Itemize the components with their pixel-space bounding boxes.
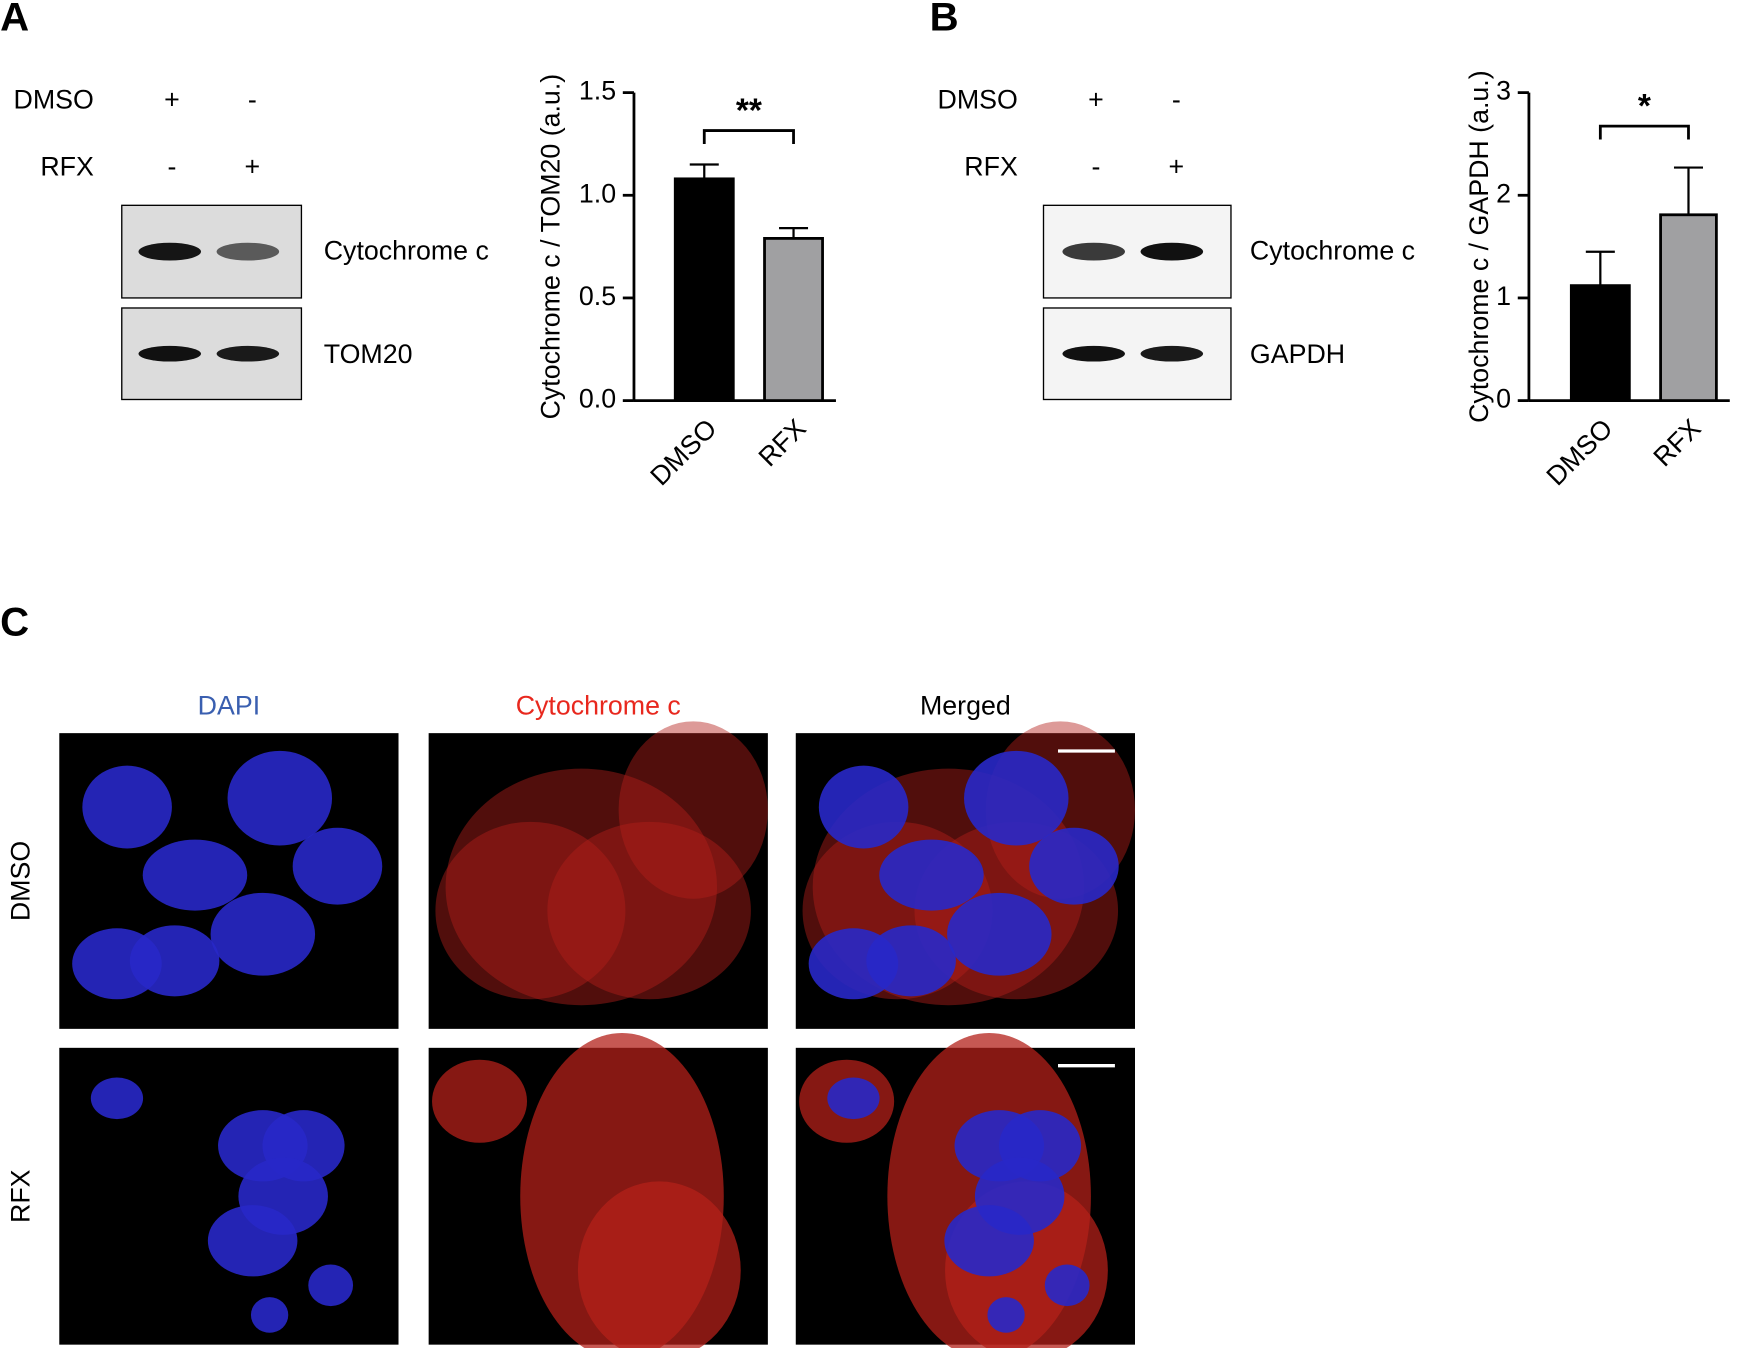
band-label: Cytochrome c (324, 235, 489, 265)
y-axis-label: Cytochrome c / GAPDH (a.u.) (1464, 70, 1494, 423)
nucleus (250, 1297, 289, 1333)
blot-band (138, 345, 201, 362)
blot-band (1140, 345, 1204, 362)
y-tick-label: 1 (1496, 281, 1511, 311)
micrograph (428, 733, 768, 1029)
y-tick-label: 3 (1496, 76, 1511, 106)
treatment-label: DMSO (14, 85, 94, 115)
y-tick-label: 0.0 (579, 384, 616, 414)
column-label: Merged (920, 691, 1011, 721)
y-tick-label: 1.5 (579, 76, 616, 106)
significance-bracket (702, 129, 795, 144)
nucleus (987, 1297, 1025, 1333)
treatment-mark: + (164, 85, 180, 115)
x-tick-label: RFX (753, 413, 812, 472)
y-tick-label: 0.5 (579, 281, 616, 311)
nucleus (964, 750, 1069, 846)
band-label: GAPDH (1250, 339, 1345, 369)
panel-letter: A (0, 0, 29, 40)
blot-band (138, 242, 201, 261)
cytochrome-signal (618, 721, 768, 899)
cytochrome-signal (432, 1059, 528, 1143)
nucleus (82, 765, 172, 849)
nucleus (1044, 1264, 1090, 1307)
nucleus (292, 827, 383, 905)
blot-band (1062, 345, 1125, 362)
nucleus (818, 765, 909, 849)
blot-band (216, 242, 280, 261)
blot-band (216, 345, 280, 362)
x-tick-label: RFX (1648, 413, 1707, 472)
y-tick-label: 0 (1496, 384, 1511, 414)
treatment-mark: - (1172, 85, 1181, 115)
band-label: Cytochrome c (1250, 235, 1415, 265)
nucleus (210, 892, 316, 976)
nucleus (866, 925, 956, 997)
treatment-label: RFX (40, 152, 94, 182)
band-label: TOM20 (324, 339, 413, 369)
treatment-mark: + (1088, 85, 1104, 115)
treatment-mark: + (1168, 152, 1184, 182)
row-label: RFX (6, 1169, 36, 1223)
x-tick-label: DMSO (644, 413, 722, 491)
significance-bracket (1598, 124, 1690, 140)
nucleus (947, 892, 1052, 976)
treatment-mark: - (1091, 152, 1100, 182)
y-axis-label: Cytochrome c / TOM20 (a.u.) (536, 74, 566, 420)
significance-label: ** (736, 93, 762, 130)
nucleus (207, 1205, 298, 1277)
bar (763, 237, 824, 403)
x-tick-label: DMSO (1541, 413, 1619, 491)
panel-letter: C (0, 600, 29, 645)
panel-letter: B (930, 0, 959, 40)
nucleus (227, 750, 333, 846)
treatment-mark: - (248, 85, 257, 115)
nucleus (129, 925, 220, 997)
cytochrome-signal (577, 1181, 741, 1348)
nucleus (308, 1264, 354, 1307)
nucleus (827, 1077, 880, 1120)
nucleus (142, 839, 248, 911)
treatment-mark: + (245, 152, 261, 182)
treatment-label: RFX (964, 152, 1018, 182)
cytochrome-signal (435, 821, 626, 1000)
bar (1659, 213, 1718, 403)
blot-band (1140, 242, 1204, 261)
cytochrome-signal (445, 768, 717, 1006)
row-label: DMSO (6, 841, 36, 921)
blot-band (1062, 242, 1125, 261)
column-label: Cytochrome c (516, 691, 681, 721)
bar (1569, 284, 1631, 403)
treatment-mark: - (168, 152, 177, 182)
nucleus (944, 1205, 1034, 1277)
nucleus (879, 839, 984, 911)
bar (673, 177, 735, 403)
nucleus (1029, 827, 1119, 905)
significance-label: * (1638, 88, 1651, 125)
treatment-label: DMSO (938, 85, 1018, 115)
column-label: DAPI (198, 691, 260, 721)
y-tick-label: 1.0 (579, 178, 616, 208)
nucleus (90, 1077, 144, 1120)
y-tick-label: 2 (1496, 178, 1511, 208)
cytochrome-signal (547, 821, 751, 1000)
